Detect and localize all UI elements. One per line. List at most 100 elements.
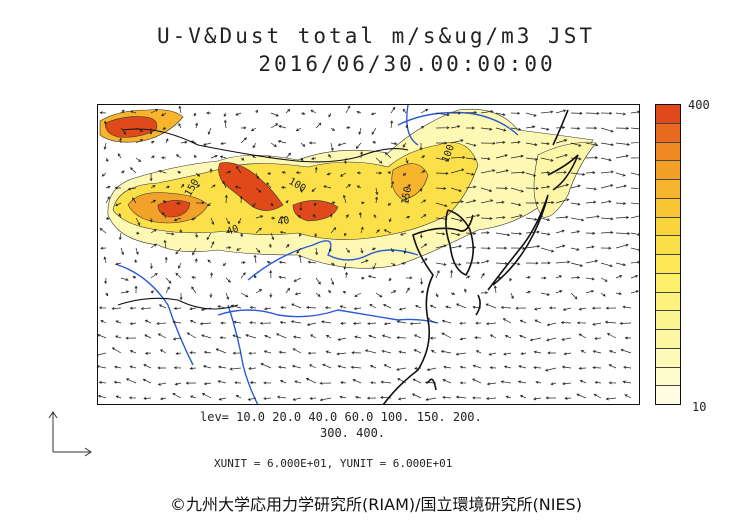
wind-arrow: [398, 307, 407, 311]
wind-arrow: [150, 229, 157, 234]
wind-arrow: [420, 277, 424, 285]
wind-arrow: [140, 307, 152, 311]
wind-arrow: [163, 239, 167, 249]
legend-swatch: [656, 142, 680, 162]
dust-area-northwest-core: [105, 116, 158, 138]
wind-arrow: [120, 170, 125, 174]
wind-arrow: [285, 287, 291, 294]
wind-arrow: [459, 337, 467, 341]
wind-arrow: [510, 202, 522, 207]
wind-arrow: [367, 275, 377, 279]
wind-arrow: [420, 214, 427, 219]
wind-arrow: [343, 262, 347, 270]
wind-arrow: [266, 260, 272, 264]
wind-arrow: [540, 185, 551, 189]
wind-arrow: [144, 334, 152, 339]
wind-arrow: [585, 289, 595, 294]
wind-arrow: [420, 290, 425, 294]
wind-arrow: [129, 365, 137, 369]
river-lena: [406, 105, 419, 146]
wind-arrow: [218, 397, 227, 401]
wind-arrow: [622, 380, 632, 384]
wind-arrow: [104, 277, 108, 285]
wind-arrow: [600, 157, 612, 162]
wind-arrow: [615, 172, 626, 177]
legend-swatch: [656, 386, 680, 404]
wind-arrow: [165, 185, 170, 189]
rivers: [117, 105, 519, 404]
wind-arrow: [279, 380, 287, 384]
wind-arrow: [465, 157, 477, 161]
wind-arrow: [225, 277, 231, 283]
wind-arrow: [117, 153, 122, 159]
river-north: [117, 264, 194, 366]
wind-arrow: [235, 395, 242, 399]
wind-arrow: [315, 122, 322, 129]
wind-arrow: [179, 228, 183, 234]
wind-arrow: [443, 365, 452, 369]
wind-arrow: [222, 180, 227, 189]
wind-arrow: [382, 304, 392, 309]
wind-arrow: [440, 350, 452, 354]
wind-arrow: [402, 142, 407, 148]
wind-arrow: [306, 305, 317, 309]
wind-arrow: [420, 155, 426, 159]
dust-area-red-3: [292, 200, 339, 222]
wind-arrow: [195, 122, 199, 129]
wind-arrow: [322, 363, 332, 369]
sakhalin: [552, 109, 569, 146]
wind-arrow: [293, 277, 302, 282]
wind-arrow: [493, 285, 497, 294]
wind-arrow: [285, 243, 290, 249]
legend-swatch: [656, 348, 680, 368]
wind-arrow: [203, 350, 212, 354]
wind-arrow: [186, 332, 197, 339]
wind-arrow: [592, 322, 602, 326]
legend-max-label: 400: [688, 98, 710, 112]
wind-arrow: [315, 292, 321, 297]
wind-arrow: [161, 156, 167, 160]
wind-arrow: [441, 319, 452, 324]
wind-arrow: [352, 321, 362, 325]
wind-arrow: [450, 269, 454, 279]
wind-arrow: [134, 285, 138, 294]
wind-arrow: [533, 397, 542, 401]
wind-arrow: [129, 350, 137, 354]
wind-arrow: [534, 319, 542, 324]
wind-arrow: [118, 213, 122, 219]
wind-arrow: [314, 232, 318, 238]
wind-arrow: [480, 291, 489, 295]
wind-arrow: [630, 290, 639, 294]
wind-arrow: [240, 232, 243, 238]
wind-arrow: [161, 211, 167, 219]
wind-arrow: [390, 181, 394, 189]
wind-arrow: [98, 306, 107, 310]
wind-arrow: [390, 120, 394, 129]
wind-arrow: [201, 334, 212, 339]
wind-arrow: [172, 337, 182, 341]
wind-arrow: [299, 232, 302, 237]
wind-arrow: [525, 230, 540, 234]
wind-arrow: [255, 227, 262, 234]
wind-arrow: [541, 276, 547, 280]
wind-arrow: [344, 232, 347, 237]
wind-arrow: [219, 336, 227, 340]
wind-arrow: [319, 381, 332, 385]
wind-arrow: [525, 157, 539, 161]
wind-arrow: [165, 286, 170, 294]
wind-arrow: [278, 275, 287, 279]
wind-arrow: [380, 380, 392, 384]
wind-arrow: [269, 243, 272, 249]
wind-arrow: [255, 187, 262, 193]
wind-arrow: [178, 123, 182, 129]
wind-arrow: [175, 247, 182, 255]
wind-arrow: [150, 272, 158, 279]
wind-arrow: [255, 247, 261, 254]
wind-arrow: [194, 154, 197, 159]
wind-arrow: [400, 232, 407, 236]
wind-arrow: [115, 320, 122, 324]
taiwan: [427, 378, 437, 391]
wind-arrow: [563, 352, 572, 356]
wind-arrow: [435, 157, 449, 162]
wind-arrow: [623, 365, 632, 369]
